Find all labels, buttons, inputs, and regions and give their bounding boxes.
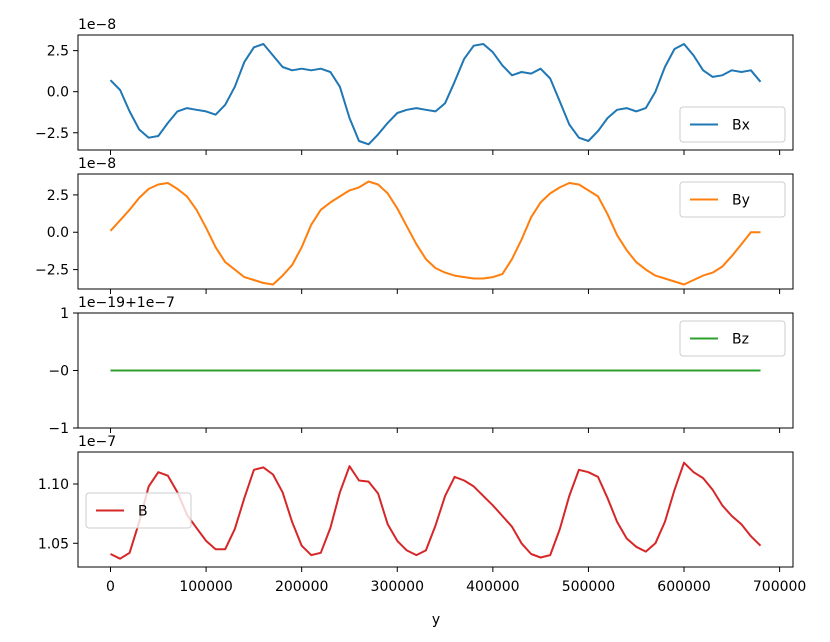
y-tick-label: −2.5: [35, 263, 69, 279]
y-tick-label: −1: [48, 421, 69, 437]
offset-label: 1e−19+1e−7: [78, 295, 175, 311]
offset-label: 1e−8: [78, 17, 116, 33]
y-tick-label: −0: [48, 364, 69, 380]
panel-2: 2.5 0.0 −2.5 1e−8 By: [35, 156, 794, 294]
y-tick-label: 1.05: [38, 536, 69, 552]
axes-frame: [77, 451, 794, 568]
x-tick-label: 600000: [657, 579, 710, 595]
x-tick-label: 400000: [466, 579, 519, 595]
axes-frame: [77, 173, 794, 290]
legend-box: [679, 320, 786, 357]
y-tick-label: −2.5: [35, 126, 69, 142]
legend: By: [679, 181, 786, 218]
legend-entry-Bx: Bx: [732, 118, 750, 134]
x-tick-label: 500000: [562, 579, 615, 595]
legend: B: [85, 492, 192, 529]
offset-label: 1e−7: [78, 434, 116, 450]
x-tick-label: 200000: [275, 579, 328, 595]
legend-entry-By: By: [732, 193, 750, 209]
y-tick-label: 0.0: [47, 85, 69, 101]
x-tick-label: 100000: [179, 579, 232, 595]
x-tick-label: 700000: [753, 579, 806, 595]
x-tick-label: 300000: [371, 579, 424, 595]
series-line-Bx: [109, 43, 762, 146]
legend-box: [85, 492, 192, 529]
legend-entry-Bz: Bz: [732, 332, 749, 348]
x-tick-label: 0: [106, 579, 115, 595]
x-axis-label: y: [432, 612, 440, 628]
series-line-B: [110, 461, 762, 560]
panel-1: 2.5 0.0 −2.5 1e−8 Bx: [35, 17, 794, 155]
y-tick-label: 1.10: [38, 477, 69, 493]
y-tick-label: 2.5: [47, 188, 69, 204]
legend: Bz: [679, 320, 786, 357]
offset-label: 1e−8: [78, 156, 116, 172]
y-tick-label: 0.0: [47, 225, 69, 241]
panel-3: 1 −0 −1 1e−19+1e−7 Bz: [48, 295, 794, 437]
panel-4: 1.10 1.05 0 100000 200000 300000 400000 500000 6…: [38, 434, 807, 595]
legend-entry-B: B: [138, 504, 148, 520]
legend-box: [679, 181, 786, 218]
y-tick-label: 2.5: [47, 44, 69, 60]
legend-box: [679, 106, 786, 143]
y-tick-label: 1: [60, 306, 69, 322]
legend: Bx: [679, 106, 786, 143]
series-line-By: [109, 180, 761, 286]
axes-frame: [77, 34, 794, 151]
